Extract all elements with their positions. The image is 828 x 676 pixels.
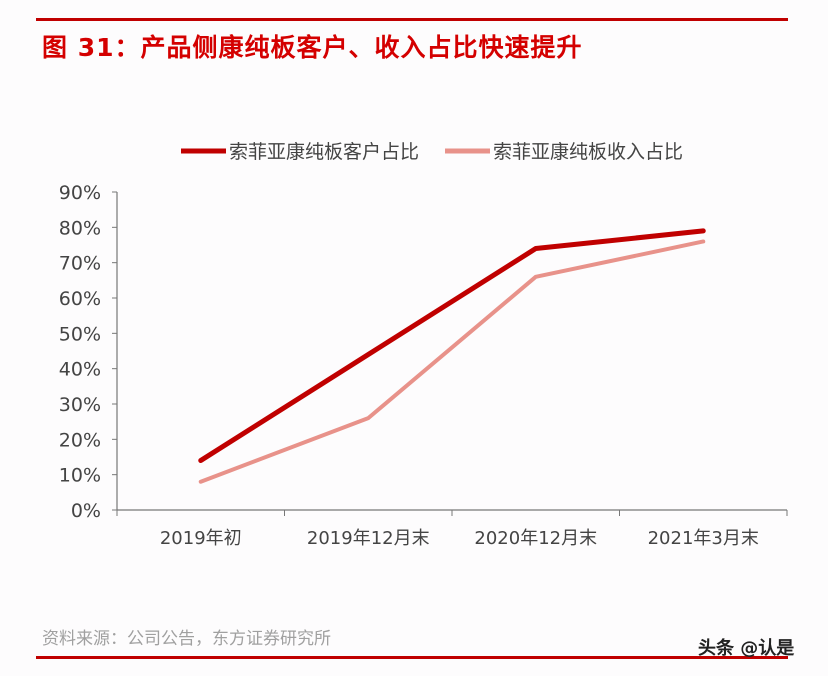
legend: 索菲亚康纯板客户占比 索菲亚康纯板收入占比 [181, 141, 683, 163]
x-tick-label: 2019年12月末 [307, 528, 430, 549]
y-tick-label: 10% [59, 465, 101, 487]
chart-title: 图 31：产品侧康纯板客户、收入占比快速提升 [42, 33, 583, 62]
y-tick-label: 40% [59, 359, 101, 381]
y-tick-label: 20% [59, 429, 101, 451]
x-tick-label: 2020年12月末 [474, 528, 597, 549]
y-tick-label: 60% [59, 288, 101, 310]
series-line-1 [198, 228, 706, 464]
axes: 0% 10% 20% 30% 40% 50% 60% 70% 80% 90% 2019年初 2019年… [59, 182, 788, 549]
y-tick-label: 0% [71, 500, 101, 522]
y-tick-label: 50% [59, 323, 101, 345]
y-tick-label: 30% [59, 394, 101, 416]
x-tick-label: 2021年3月末 [648, 528, 759, 549]
series-lines [198, 228, 706, 484]
bottom-rule [36, 656, 788, 659]
y-tick-label: 90% [59, 182, 101, 204]
source-note: 资料来源：公司公告，东方证券研究所 [42, 629, 331, 649]
x-tick-label: 2019年初 [160, 528, 242, 549]
top-rule [36, 18, 788, 21]
legend-label-1: 索菲亚康纯板客户占比 [229, 141, 419, 163]
series-line-2 [198, 239, 706, 484]
watermark: 头条 @认是 [698, 638, 795, 659]
y-tick-label: 70% [59, 253, 101, 275]
legend-label-2: 索菲亚康纯板收入占比 [493, 141, 683, 163]
y-tick-label: 80% [59, 217, 101, 239]
